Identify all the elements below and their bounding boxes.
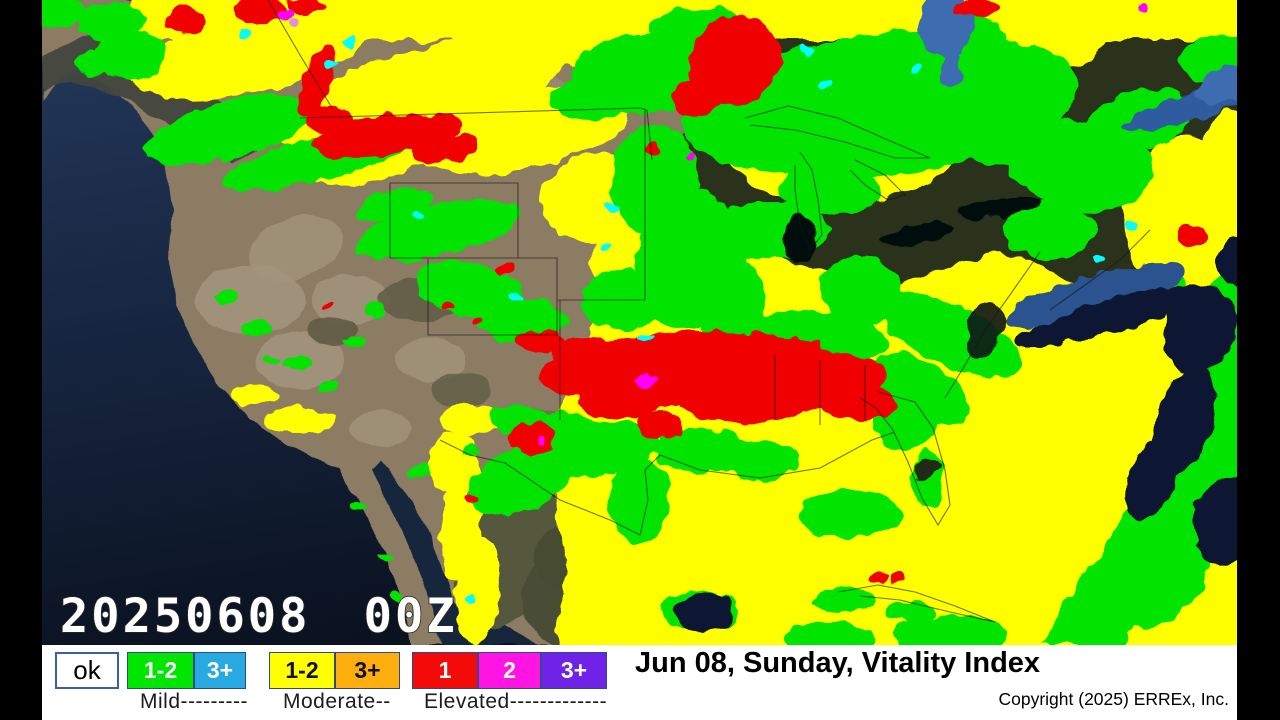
legend-box-elevated-1: 1: [412, 652, 478, 689]
legend-box-elevated-3plus: 3+: [541, 652, 607, 689]
page-title: Jun 08, Sunday, Vitality Index: [635, 647, 1041, 679]
map-timestamp: 20250608 00Z: [60, 589, 458, 644]
legend-box-moderate-3plus: 3+: [335, 652, 400, 689]
legend-group-label-mild: Mild---------: [140, 690, 248, 713]
legend-box-mild-3plus: 3+: [194, 652, 246, 689]
legend-box-ok: ok: [55, 652, 119, 689]
us-vitality-map: 20250608 00Z: [42, 0, 1237, 645]
legend-group-label-elevated: Elevated-------------: [424, 690, 608, 713]
map-state-borders: [267, 0, 1151, 623]
legend-box-elevated-2: 2: [478, 652, 541, 689]
copyright-notice: Copyright (2025) ERREx, Inc.: [998, 689, 1229, 709]
legend-box-mild-1-2: 1-2: [127, 652, 194, 689]
map-frame: 20250608 00Z: [42, 0, 1237, 645]
legend-group-label-moderate: Moderate--: [283, 690, 391, 713]
legend-box-moderate-1-2: 1-2: [269, 652, 335, 689]
legend-strip: ok 1-2 3+ 1-2 3+ 1 2 3+ Mild--------- Mo…: [42, 645, 1237, 720]
